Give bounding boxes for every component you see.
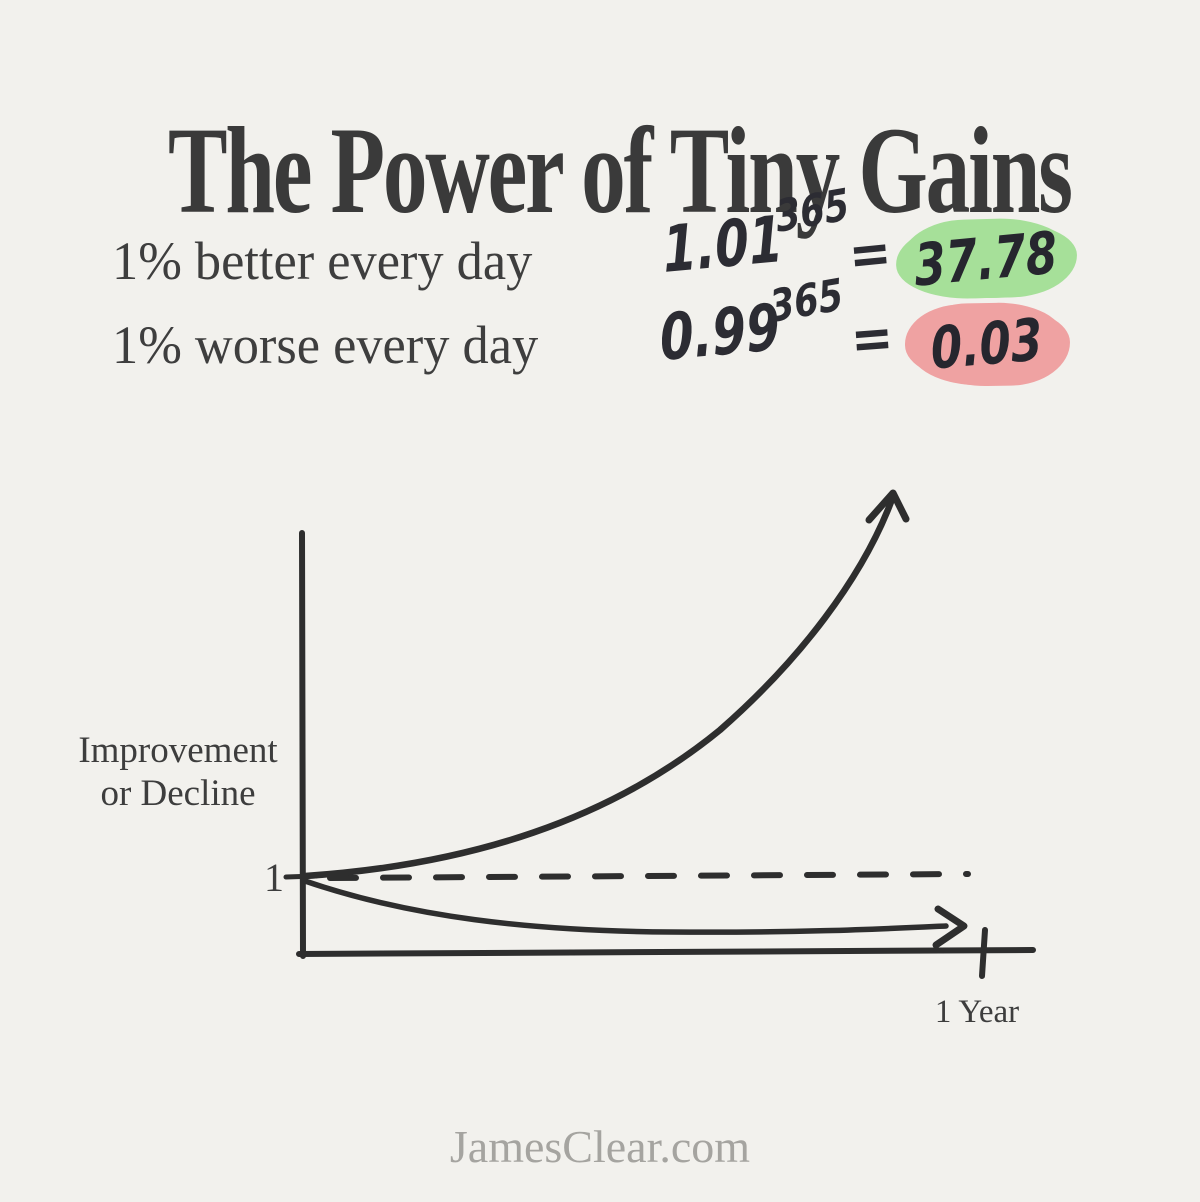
footer-credit: JamesClear.com <box>449 1121 751 1172</box>
x-axis-end-label: 1 Year <box>935 994 1019 1030</box>
y-axis-line <box>299 530 306 959</box>
decline-curve-arrowhead-icon <box>932 905 968 949</box>
growth-curve <box>301 498 895 880</box>
equation-better-equals-sign: = <box>846 220 894 289</box>
equation-worse-base: 0.99 <box>658 291 782 376</box>
baseline-dashed-line <box>327 871 971 881</box>
page-title: The Power of Tiny Gains <box>167 102 1073 240</box>
equation-worse-exponent: 365 <box>767 269 846 333</box>
baseline-tick-label: 1 <box>264 855 284 900</box>
tiny-gains-chart: Improvement or Decline 1 1 Year <box>78 489 1036 1030</box>
equation-worse-result-highlight: 0.03 <box>908 301 1066 387</box>
decline-curve <box>302 878 949 935</box>
y-axis-label-line2: or Decline <box>100 773 255 814</box>
one-year-tick <box>979 927 988 979</box>
equation-worse-result: 0.03 <box>929 305 1045 383</box>
equation-better-result: 37.78 <box>912 217 1060 300</box>
equation-worse-equals-sign: = <box>848 304 896 373</box>
equation-better-label: 1% better every day <box>112 231 533 291</box>
x-axis-line <box>296 947 1036 957</box>
equation-worse-label: 1% worse every day <box>112 315 539 375</box>
growth-curve-arrowhead-icon <box>865 489 910 524</box>
y-axis-label-line1: Improvement <box>78 730 278 771</box>
equation-better-base: 1.01 <box>661 203 785 288</box>
equation-better-result-highlight: 37.78 <box>899 216 1073 301</box>
